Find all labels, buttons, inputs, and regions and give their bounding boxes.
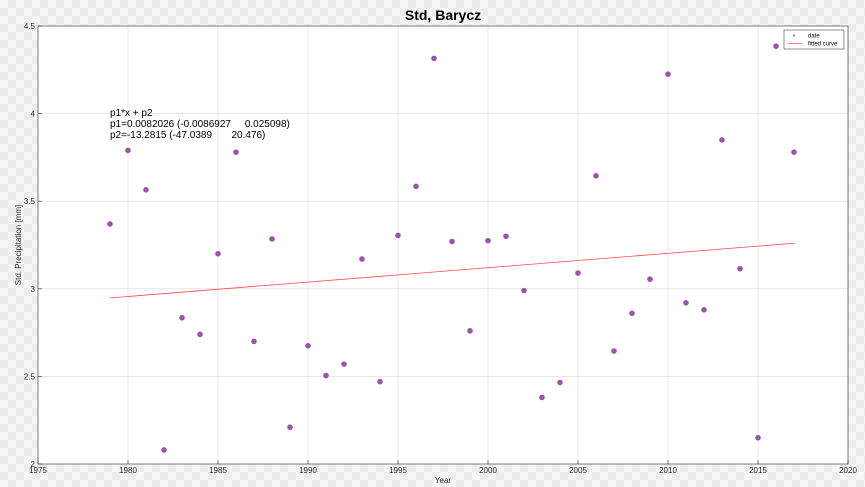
x-axis-label: Year <box>435 476 452 485</box>
data-point <box>287 424 293 431</box>
data-point <box>791 149 797 155</box>
x-tick-label: 2010 <box>659 466 677 475</box>
data-point <box>755 434 761 441</box>
data-point <box>143 187 149 193</box>
data-point <box>305 342 311 349</box>
data-point <box>251 338 257 345</box>
data-point <box>557 379 563 386</box>
plot-area <box>38 26 848 464</box>
data-point <box>701 307 707 313</box>
x-tick-label: 1995 <box>389 466 407 475</box>
legend: date fitted curve <box>783 29 845 50</box>
x-tick-label: 1990 <box>299 466 317 475</box>
data-point <box>611 348 617 354</box>
data-point <box>449 238 455 245</box>
data-point <box>485 237 491 244</box>
data-point <box>773 43 779 49</box>
x-tick-label: 2015 <box>749 466 767 475</box>
data-point <box>413 183 419 190</box>
data-point <box>521 287 527 294</box>
data-point <box>107 221 113 227</box>
data-point <box>179 314 185 321</box>
data-point <box>575 270 581 276</box>
data-point <box>125 147 131 154</box>
data-point <box>503 233 509 240</box>
x-tick-label: 1980 <box>119 466 137 475</box>
data-point <box>665 71 671 77</box>
data-point <box>431 55 437 62</box>
fit-p1: p1=0.0082026 (-0.0086927 0.025098) <box>110 119 290 130</box>
data-point <box>629 310 635 317</box>
data-point <box>719 137 725 143</box>
data-point <box>197 331 203 338</box>
data-point <box>683 300 689 306</box>
legend-box <box>783 29 845 50</box>
y-tick-label: 4.5 <box>24 22 36 31</box>
y-tick-label: 2.5 <box>24 372 36 381</box>
legend-marker-date <box>793 34 795 37</box>
fitted-curve-layer <box>109 242 795 299</box>
fitted-curve-line <box>109 242 795 299</box>
x-tick-label: 2000 <box>479 466 497 475</box>
y-axis-label: Std. Precipitation [mm] <box>14 205 23 285</box>
data-point <box>215 250 221 257</box>
fit-p2: p2=-13.2815 (-47.0389 20.476) <box>110 130 265 141</box>
x-tick-label: 1985 <box>209 466 227 475</box>
grid <box>38 26 848 464</box>
data-point <box>737 265 743 272</box>
data-point <box>647 276 653 282</box>
data-point <box>269 236 275 242</box>
data-point <box>233 149 239 155</box>
data-point <box>161 447 167 453</box>
data-point <box>323 372 329 379</box>
plot-frame <box>37 25 849 465</box>
data-point <box>359 256 365 262</box>
data-point <box>395 232 401 239</box>
legend-label-fitted: fitted curve <box>808 42 838 48</box>
fit-annotation: p1*x + p2 p1=0.0082026 (-0.0086927 0.025… <box>110 108 290 141</box>
y-tick-label: 3.5 <box>24 197 36 206</box>
data-point <box>467 328 473 334</box>
legend-label-date: date <box>808 34 820 40</box>
data-point <box>377 378 383 385</box>
x-tick-label: 2005 <box>569 466 587 475</box>
x-tick-label: 2020 <box>839 466 857 475</box>
y-tick-label: 4 <box>31 110 36 119</box>
fit-equation: p1*x + p2 <box>110 108 153 119</box>
y-tick-label: 3 <box>31 285 36 294</box>
y-tick-label: 2 <box>31 460 36 469</box>
data-point <box>341 361 347 367</box>
data-point <box>539 394 545 401</box>
data-points-layer <box>107 43 797 453</box>
x-tick-label: 1975 <box>29 466 47 475</box>
chart-title: Std, Barycz <box>405 7 481 23</box>
data-point <box>593 172 599 179</box>
axis-ticks: 1975 1980 1985 1990 1995 2000 2005 2010 2015 2020… <box>24 22 858 475</box>
